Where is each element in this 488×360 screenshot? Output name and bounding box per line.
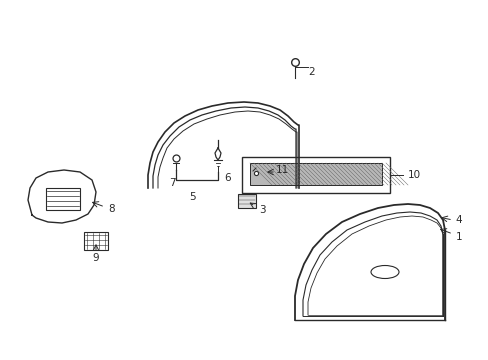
Text: 6: 6 (224, 173, 231, 183)
Bar (249, 163, 381, 185)
Bar (46, 188, 80, 210)
Text: 3: 3 (258, 205, 265, 215)
Text: 2: 2 (308, 67, 315, 77)
Text: 5: 5 (189, 192, 196, 202)
Text: 1: 1 (455, 232, 461, 242)
Text: 8: 8 (108, 204, 115, 214)
Text: 10: 10 (407, 170, 420, 180)
Text: 11: 11 (275, 165, 288, 175)
Text: 7: 7 (168, 178, 175, 188)
Text: 4: 4 (455, 215, 461, 225)
Text: 9: 9 (93, 253, 99, 263)
Bar (238, 194, 256, 208)
Bar (242, 157, 389, 193)
Bar (84, 232, 108, 250)
